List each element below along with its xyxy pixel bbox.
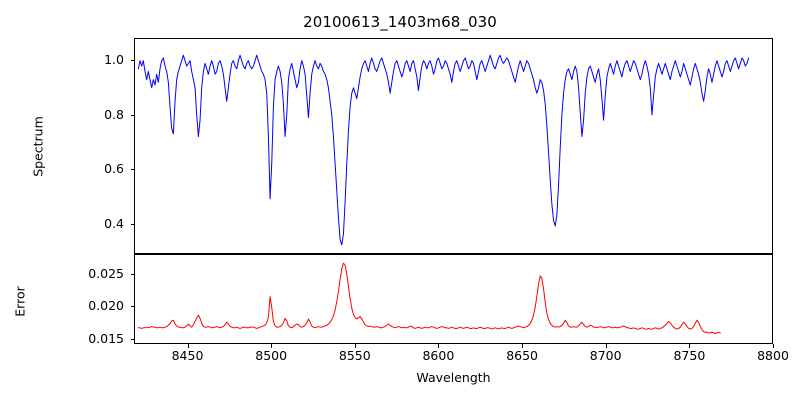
y-tick-mark-error — [130, 338, 134, 340]
y-tick-label-spectrum: 1.0 — [104, 51, 124, 67]
x-tick-label: 8800 — [757, 348, 789, 363]
y-tick-mark-spectrum — [130, 59, 134, 61]
x-tick-label: 8750 — [673, 348, 706, 363]
x-tick-mark — [689, 344, 691, 348]
error-plot-area — [134, 254, 773, 344]
x-tick-mark — [522, 344, 524, 348]
x-tick-label: 8450 — [171, 348, 204, 363]
spectrum-plot-area — [134, 38, 773, 254]
error-series-line — [135, 255, 772, 343]
x-tick-mark — [187, 344, 189, 348]
x-tick-label: 8700 — [589, 348, 622, 363]
y-tick-label-spectrum: 0.8 — [104, 106, 124, 122]
x-tick-mark — [605, 344, 607, 348]
x-tick-mark — [354, 344, 356, 348]
x-tick-label: 8500 — [255, 348, 288, 363]
x-axis-label: Wavelength — [416, 370, 491, 385]
page-title: 20100613_1403m68_030 — [303, 13, 497, 31]
x-tick-mark — [438, 344, 440, 348]
y-tick-mark-error — [130, 274, 134, 276]
y-tick-label-spectrum: 0.4 — [104, 215, 124, 231]
y-tick-label-error: 0.025 — [88, 266, 124, 282]
y-tick-mark-spectrum — [130, 114, 134, 116]
y-axis-label-spectrum: Spectrum — [30, 116, 46, 177]
x-tick-mark — [271, 344, 273, 348]
y-tick-mark-spectrum — [130, 223, 134, 225]
x-tick-label: 8600 — [422, 348, 455, 363]
spectrum-series-line — [135, 39, 772, 253]
y-tick-mark-spectrum — [130, 169, 134, 171]
y-tick-label-error: 0.020 — [88, 298, 124, 314]
y-tick-mark-error — [130, 306, 134, 308]
y-tick-label-error: 0.015 — [88, 330, 124, 346]
x-tick-label: 8650 — [506, 348, 538, 363]
x-tick-label: 8550 — [338, 348, 371, 363]
y-axis-label-error: Error — [12, 286, 28, 317]
y-tick-label-spectrum: 0.6 — [104, 161, 124, 177]
x-tick-mark — [773, 344, 774, 348]
